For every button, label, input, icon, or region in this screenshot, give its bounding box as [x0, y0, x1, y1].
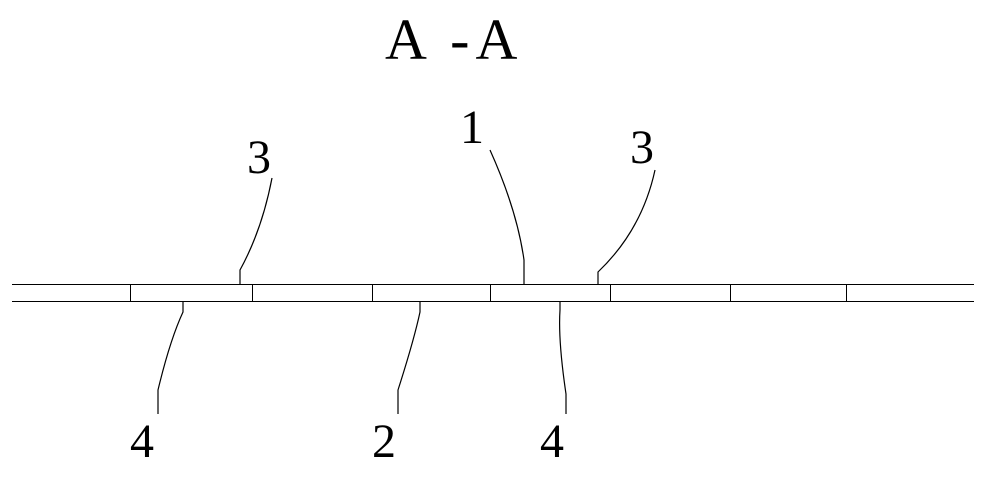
leader-3-top-right — [598, 170, 655, 284]
section-bar — [12, 284, 974, 302]
section-divider — [372, 285, 373, 301]
label-4-bot-right: 4 — [540, 414, 564, 469]
leader-4-bot-left — [158, 302, 183, 414]
section-divider — [130, 285, 131, 301]
leader-4-bot-right — [560, 302, 566, 414]
label-3-top-left: 3 — [247, 130, 271, 185]
section-title: A -A — [385, 6, 523, 73]
leader-2-bot-center — [398, 302, 420, 414]
label-4-bot-left: 4 — [130, 414, 154, 469]
section-divider — [252, 285, 253, 301]
section-divider — [610, 285, 611, 301]
section-divider — [846, 285, 847, 301]
leader-3-top-left — [240, 178, 272, 284]
label-1-top-center: 1 — [460, 100, 484, 155]
section-divider — [730, 285, 731, 301]
section-divider — [490, 285, 491, 301]
label-2-bot-center: 2 — [372, 414, 396, 469]
label-3-top-right: 3 — [630, 120, 654, 175]
leader-1-top-center — [490, 150, 524, 284]
